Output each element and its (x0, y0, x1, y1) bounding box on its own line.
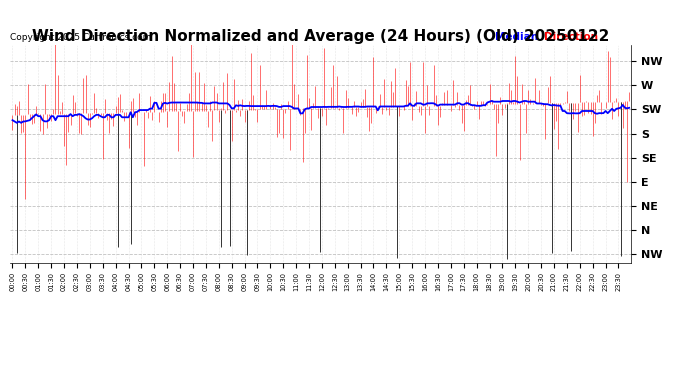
Title: Wind Direction Normalized and Average (24 Hours) (Old) 20250122: Wind Direction Normalized and Average (2… (32, 29, 609, 44)
Text: Median: Median (495, 32, 538, 42)
Text: Copyright 2025 Curtronics.com: Copyright 2025 Curtronics.com (10, 33, 152, 42)
Text: Direction: Direction (544, 32, 598, 42)
